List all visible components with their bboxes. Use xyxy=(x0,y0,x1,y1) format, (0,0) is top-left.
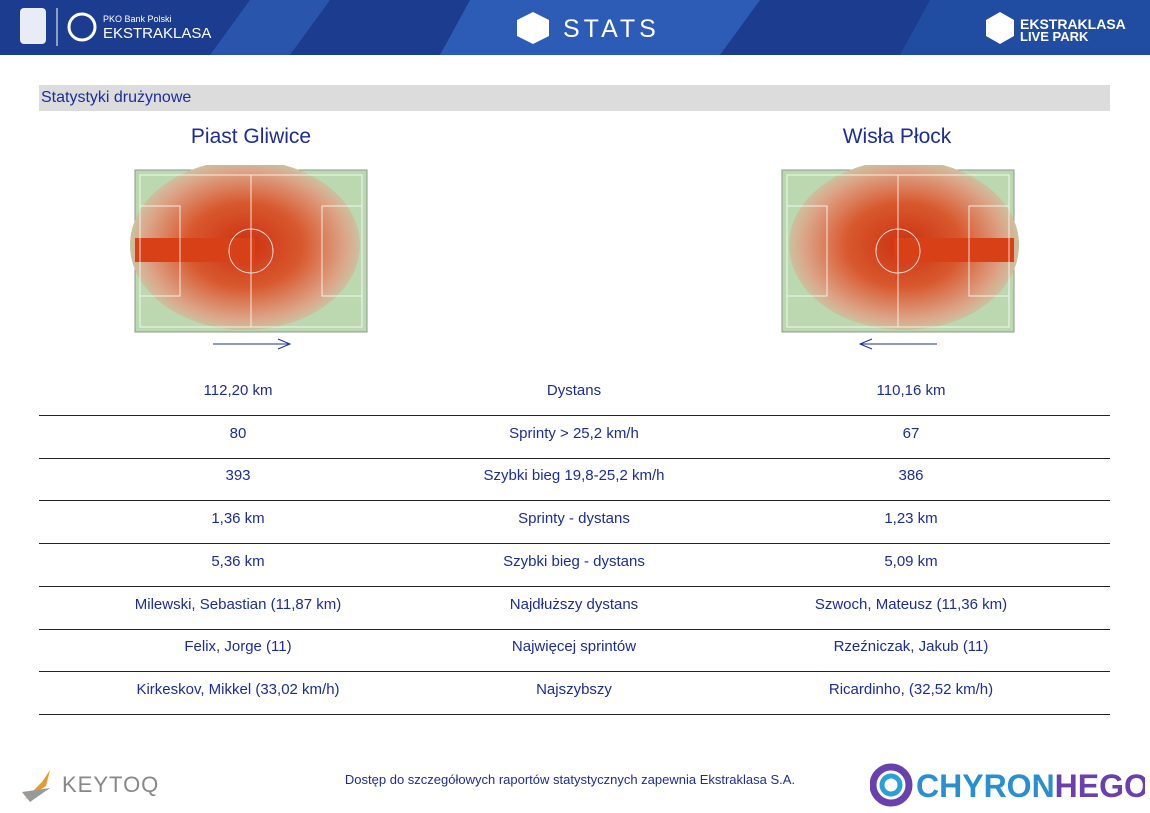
metric-value: 386 xyxy=(898,467,924,485)
metric-label: Szybki bieg 19,8-25,2 km/h xyxy=(483,467,665,485)
team-away: Wisła Płock xyxy=(842,125,952,148)
heatmaps xyxy=(130,165,1019,350)
metric-label: Najszybszy xyxy=(536,680,612,698)
metric-value: Kirkeskov, Mikkel (33,02 km/h) xyxy=(136,680,340,698)
heatmap-away xyxy=(781,165,1019,333)
row-divider xyxy=(39,671,1110,673)
metric-value: 5,09 km xyxy=(884,552,938,570)
direction-arrows xyxy=(213,338,937,350)
metric-value: 80 xyxy=(229,424,247,442)
stats-logo: STATS xyxy=(563,15,660,43)
section-title: Statystyki drużynowe xyxy=(41,89,192,106)
metric-label: Sprinty > 25,2 km/h xyxy=(509,424,639,442)
header-bar: PKO Bank Polski EKSTRAKLASA STATS EKSTRA… xyxy=(0,0,1150,55)
metric-value: 1,36 km xyxy=(211,510,265,528)
metric-value: 67 xyxy=(902,424,920,442)
metric-label: Najwięcej sprintów xyxy=(511,638,637,656)
metric-value: 393 xyxy=(225,467,251,485)
league-logo: EKSTRAKLASA xyxy=(103,25,211,42)
row-divider xyxy=(39,500,1110,502)
metric-value: 110,16 km xyxy=(876,382,946,399)
park-bottom: LIVE PARK xyxy=(1020,29,1089,44)
hego: HEGO xyxy=(1055,768,1145,804)
chyronhego-logo: CHYRONHEGO xyxy=(870,763,1145,807)
chyron-text: CHYRONHEGO xyxy=(916,768,1145,804)
keytoq-text: KEYTOQ xyxy=(62,772,159,797)
row-divider xyxy=(39,713,1110,715)
team-home: Piast Gliwice xyxy=(190,125,312,148)
sponsor: PKO Bank Polski xyxy=(103,14,172,24)
metric-value: Rzeźniczak, Jakub (11) xyxy=(833,638,989,656)
metric-label: Najdłuższy dystans xyxy=(509,595,639,613)
heatmap-home xyxy=(130,165,368,333)
metric-label: Sprinty - dystans xyxy=(518,510,630,528)
row-divider xyxy=(39,585,1110,587)
metric-value: 112,20 km xyxy=(203,382,273,399)
metric-value: Felix, Jorge (11) xyxy=(184,638,292,656)
footer-note: Dostęp do szczegółowych raportów statyst… xyxy=(344,772,796,787)
keytoq-logo: KEYTOQ xyxy=(22,770,159,802)
metric-value: 5,36 km xyxy=(211,552,265,570)
metric-value: Ricardinho, (32,52 km/h) xyxy=(828,680,994,698)
park-top: EKSTRAKLASA xyxy=(1020,16,1126,32)
metric-label: Dystans xyxy=(546,382,602,399)
row-divider xyxy=(39,457,1110,459)
row-divider xyxy=(39,415,1110,416)
metric-value: Szwoch, Mateusz (11,36 km) xyxy=(814,595,1008,613)
metric-value: 1,23 km xyxy=(884,510,938,528)
chyron: CHYRON xyxy=(916,768,1055,804)
row-divider xyxy=(39,543,1110,545)
metric-label: Szybki bieg - dystans xyxy=(503,552,645,570)
section-bar: Statystyki drużynowe xyxy=(39,85,1110,111)
metric-value: Milewski, Sebastian (11,87 km) xyxy=(134,595,342,613)
row-divider xyxy=(39,628,1110,630)
